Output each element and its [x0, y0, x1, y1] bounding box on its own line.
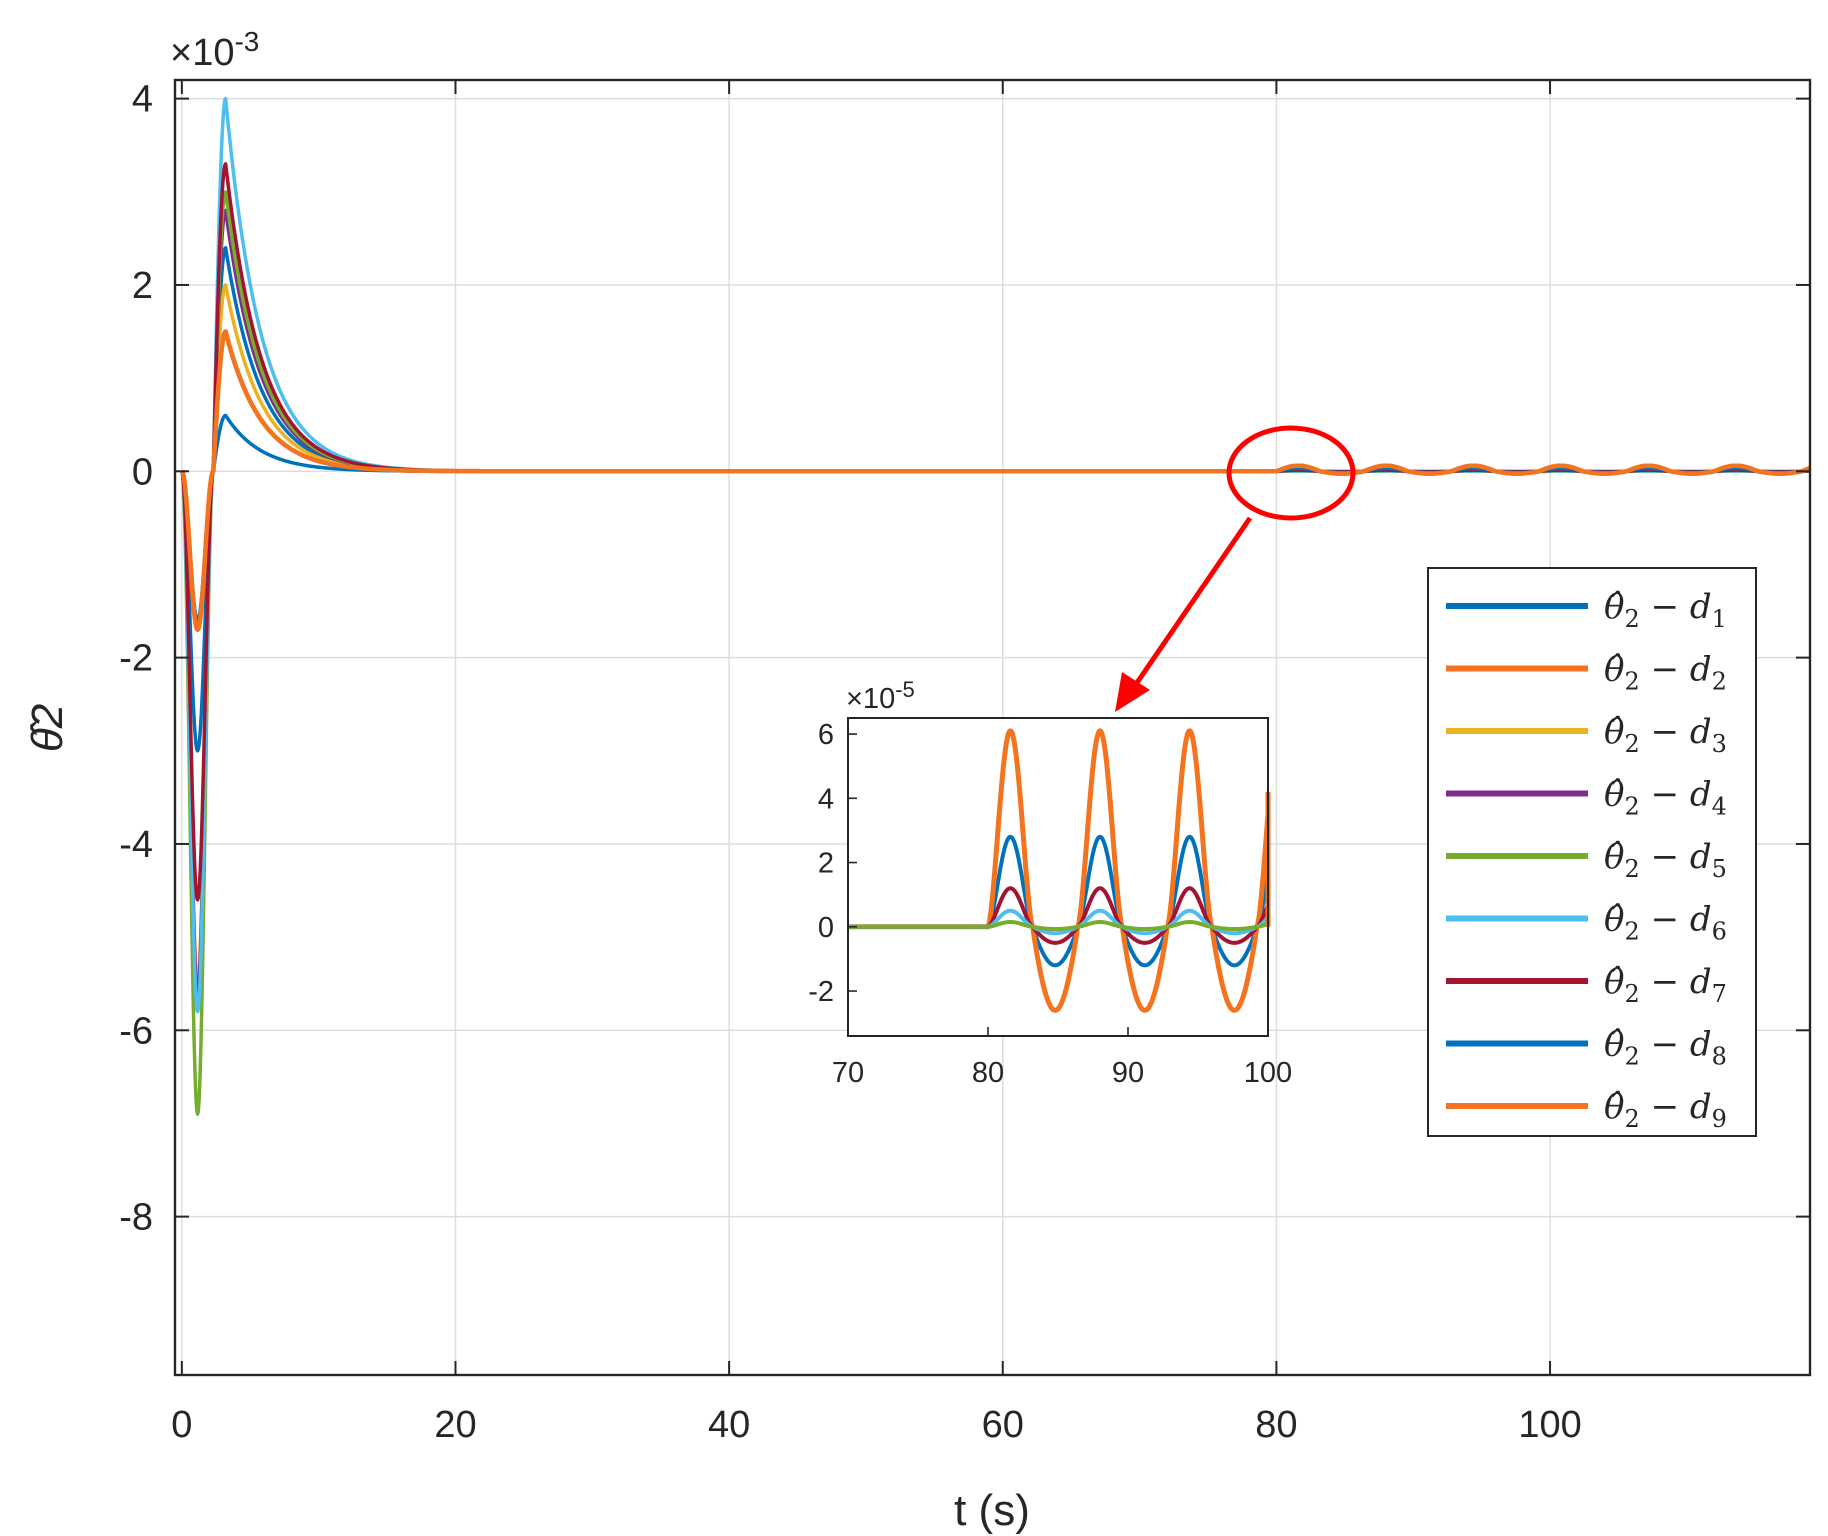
zoom-arrow-head	[1115, 672, 1150, 712]
inset-y-tick-label: 0	[818, 912, 834, 944]
y-tick-label: -4	[119, 824, 153, 866]
y-tick-label: -6	[119, 1010, 153, 1052]
x-tick-label: 20	[434, 1404, 476, 1446]
y-axis-label: θ̂2	[23, 704, 72, 752]
x-tick-label: 100	[1518, 1404, 1581, 1446]
legend-label-7: θ̂2 − d7	[1604, 962, 1727, 1008]
legend: θ̂2 − d1 θ̂2 − d2 θ̂2 − d3 θ̂2 − d4 θ̂2 − d5…	[1427, 567, 1757, 1137]
legend-entries: θ̂2 − d1 θ̂2 − d2 θ̂2 − d3 θ̂2 − d4 θ̂2 − d5…	[1446, 587, 1727, 1133]
zoom-circle	[1226, 425, 1356, 521]
legend-label-3: θ̂2 − d3	[1604, 712, 1727, 758]
inset-series-line-5	[846, 919, 1270, 932]
inset-y-tick-label: 6	[818, 719, 834, 751]
legend-label-2: θ̂2 − d2	[1604, 650, 1727, 696]
x-tick-label: 80	[1255, 1404, 1297, 1446]
inset-x-tick-label: 90	[1112, 1057, 1144, 1089]
main-series-line-9	[180, 329, 1812, 632]
inset-y-tick-label: -2	[808, 976, 834, 1008]
zoom-annotation	[1115, 425, 1356, 712]
main-plot-frame	[173, 78, 1812, 1377]
legend-label-8: θ̂2 − d8	[1604, 1025, 1727, 1071]
inset-y-tick-label: 2	[818, 848, 834, 880]
y-tick-label: 4	[132, 79, 153, 121]
inset-plot-frame	[847, 717, 1269, 1037]
inset-y-tick-label: 4	[818, 783, 834, 815]
inset-exponent-power: -5	[895, 677, 915, 702]
x-tick-label: 60	[982, 1404, 1024, 1446]
inset-x-tick-label: 70	[832, 1057, 864, 1089]
legend-label-9: θ̂2 − d9	[1604, 1087, 1727, 1133]
legend-label-4: θ̂2 − d4	[1604, 775, 1727, 821]
zoom-arrow-line	[1129, 516, 1253, 692]
main-series	[180, 96, 1812, 1116]
inset-x-tick-label: 100	[1244, 1057, 1292, 1089]
legend-label-5: θ̂2 − d5	[1604, 837, 1727, 883]
x-axis-label: t (s)	[954, 1486, 1030, 1535]
y-tick-label: 0	[132, 451, 153, 493]
legend-label-1: θ̂2 − d1	[1604, 587, 1727, 633]
inset-x-tick-label: 80	[972, 1057, 1004, 1089]
main-exponent-power: -3	[234, 26, 259, 57]
x-tick-label: 40	[708, 1404, 750, 1446]
y-tick-label: -2	[119, 638, 153, 680]
x-tick-label: 0	[171, 1404, 192, 1446]
inset-ticks: 70 80 90 100 6 4 2 0 -2	[808, 719, 1292, 1089]
y-tick-label: 2	[132, 265, 153, 307]
inset-series	[846, 728, 1271, 1013]
legend-label-6: θ̂2 − d6	[1604, 900, 1727, 946]
main-exponent-label: ×10-3	[170, 26, 259, 74]
inset-exponent-label: ×10-5	[846, 677, 915, 715]
y-tick-label: -8	[119, 1197, 153, 1239]
